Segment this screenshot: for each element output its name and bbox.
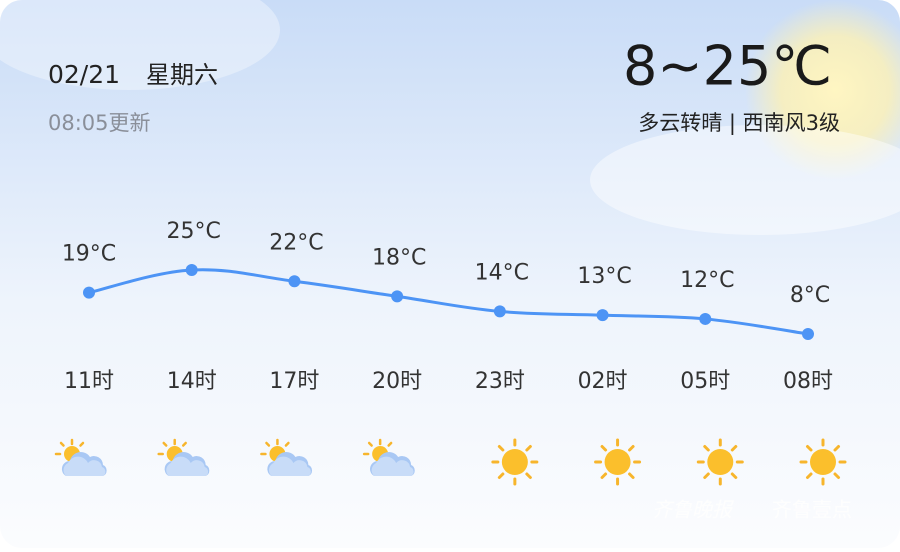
- temp-line: [88, 268, 809, 336]
- temp-label: 22°C: [269, 230, 323, 255]
- time-label: 14时: [167, 369, 217, 394]
- time-label: 08时: [783, 369, 833, 394]
- date: 02/21: [48, 60, 120, 89]
- temp-point: [391, 290, 404, 303]
- time-label: 23时: [475, 369, 525, 394]
- temp-point: [699, 312, 712, 325]
- temp-point: [596, 309, 609, 322]
- time-label: 02时: [578, 369, 628, 394]
- temp-point: [83, 286, 95, 299]
- temp-label: 19°C: [62, 242, 116, 267]
- cloud-decor: [0, 0, 280, 90]
- temp-label: 12°C: [680, 268, 734, 293]
- temp-label: 25°C: [167, 219, 221, 244]
- update-time: 08:05更新: [48, 111, 151, 135]
- temp-point: [185, 264, 198, 276]
- time-label: 11时: [64, 369, 114, 394]
- watermark: 齐鲁晚报: [652, 498, 734, 522]
- description: 多云转晴 | 西南风3级: [638, 111, 840, 136]
- temp-label: 14°C: [475, 260, 529, 285]
- temp-label: 13°C: [577, 264, 631, 289]
- temp-label: 8°C: [790, 283, 830, 308]
- sun-decor: [745, 0, 900, 180]
- time-label: 05时: [680, 369, 730, 394]
- temp-range: 8~25℃: [623, 35, 832, 98]
- cloud-decor: [590, 125, 900, 235]
- weekday: 星期六: [146, 61, 218, 89]
- temp-point: [802, 328, 814, 340]
- temp-point: [288, 275, 301, 288]
- temp-point: [493, 305, 506, 318]
- temp-label: 18°C: [372, 245, 426, 270]
- watermark: 齐鲁壹点: [772, 498, 852, 522]
- time-label: 17时: [269, 369, 319, 394]
- time-label: 20时: [372, 369, 422, 394]
